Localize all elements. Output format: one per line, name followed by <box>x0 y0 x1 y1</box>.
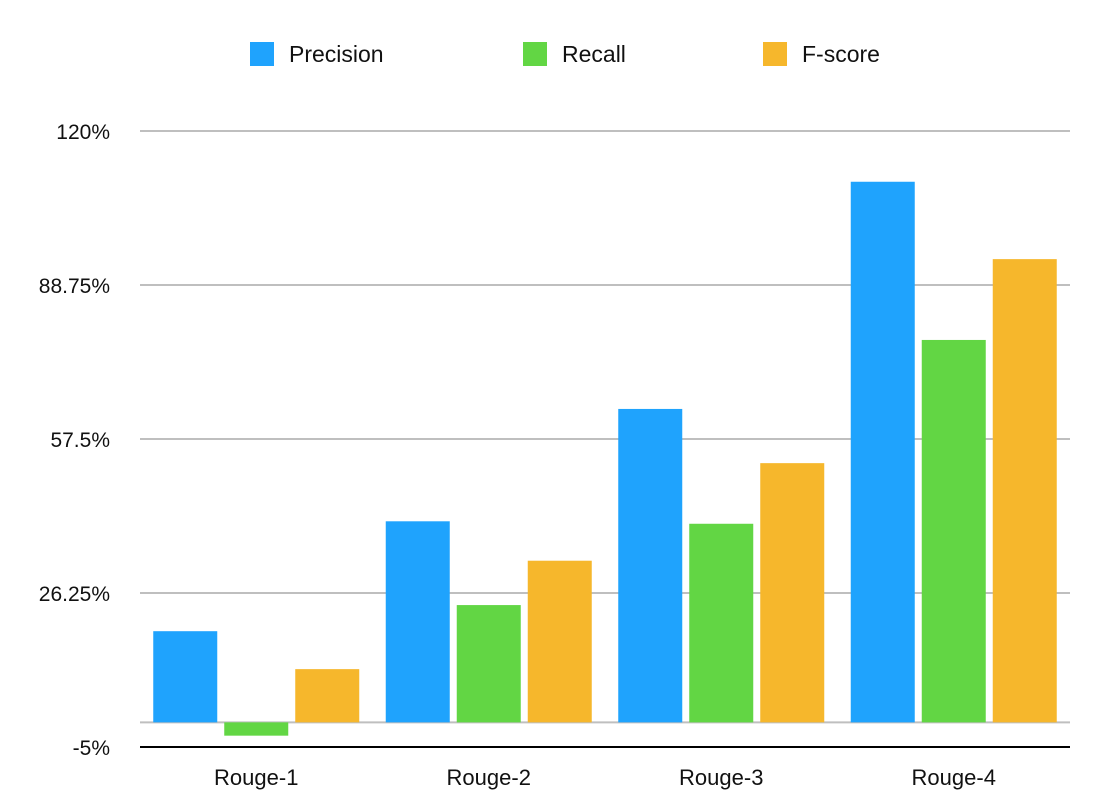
bar-f-score-rouge-1 <box>295 669 360 723</box>
y-tick-label: 26.25% <box>39 583 110 606</box>
legend: Precision Recall F-score <box>250 41 880 67</box>
bar-recall-rouge-4 <box>921 339 986 723</box>
bar-f-score-rouge-4 <box>992 259 1057 723</box>
x-tick-label: Rouge-4 <box>912 765 996 790</box>
x-tick-label: Rouge-2 <box>447 765 531 790</box>
bars <box>153 181 1057 736</box>
x-tick-label: Rouge-3 <box>679 765 763 790</box>
legend-swatch <box>250 42 274 66</box>
bar-recall-rouge-1 <box>224 722 289 736</box>
bar-precision-rouge-3 <box>618 408 683 723</box>
legend-label: Recall <box>562 41 626 67</box>
legend-label: F-score <box>802 41 880 67</box>
legend-swatch <box>523 42 547 66</box>
bar-f-score-rouge-3 <box>760 463 825 723</box>
axes: -5% 26.25% 57.5% 88.75% 120% Rouge-1 Rouge-2 Ro… <box>39 121 1070 790</box>
y-tick-label: -5% <box>73 737 110 760</box>
y-tick-label: 120% <box>56 121 110 144</box>
bar-precision-rouge-2 <box>385 521 450 723</box>
y-tick-label: 88.75% <box>39 275 110 298</box>
gridlines <box>140 130 1070 724</box>
legend-swatch <box>763 42 787 66</box>
legend-label: Precision <box>289 41 384 67</box>
bar-recall-rouge-3 <box>689 523 754 723</box>
bar-f-score-rouge-2 <box>527 560 592 723</box>
bar-precision-rouge-1 <box>153 631 218 723</box>
y-tick-label: 57.5% <box>50 429 110 452</box>
bar-precision-rouge-4 <box>850 181 915 723</box>
x-tick-label: Rouge-1 <box>214 765 298 790</box>
bar-recall-rouge-2 <box>456 605 521 723</box>
